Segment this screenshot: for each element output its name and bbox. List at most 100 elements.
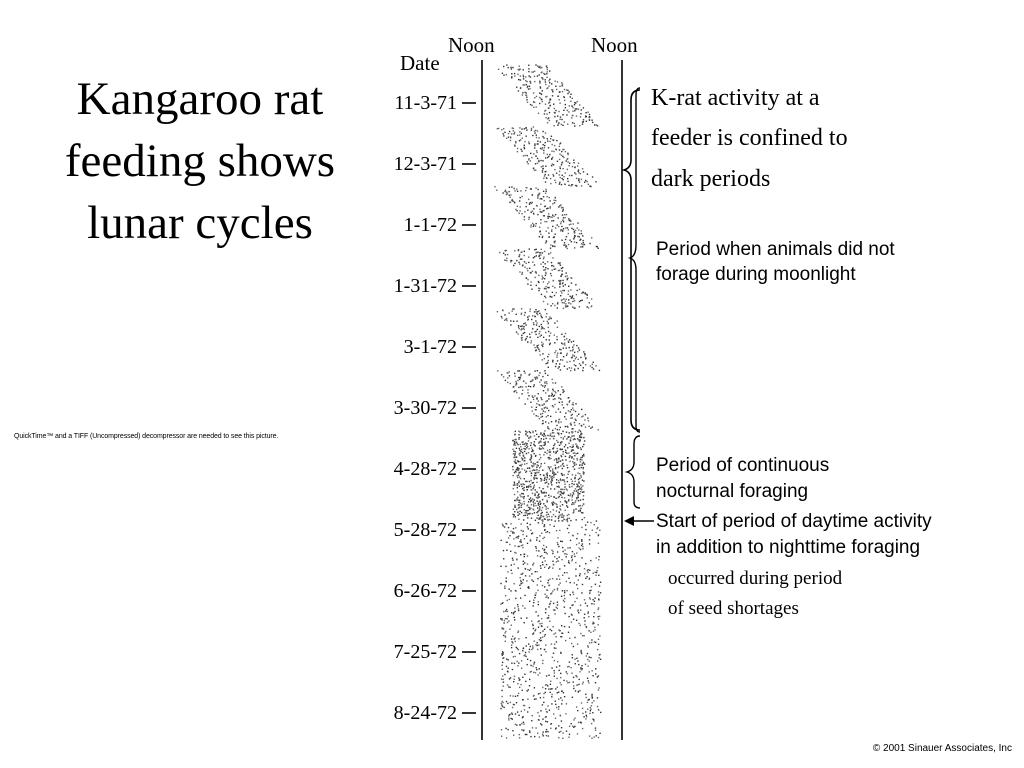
activity-dot <box>579 239 581 241</box>
activity-dot <box>564 553 566 555</box>
activity-dot <box>559 269 561 272</box>
activity-dot <box>597 542 600 544</box>
activity-dot <box>522 544 524 546</box>
activity-dot <box>532 385 535 388</box>
activity-dot <box>560 221 562 223</box>
activity-dot <box>500 707 502 710</box>
activity-dot <box>543 518 546 520</box>
activity-dot <box>582 361 584 363</box>
activity-dot <box>564 612 566 615</box>
activity-dot <box>523 655 525 657</box>
activity-dot <box>519 471 521 474</box>
activity-dot <box>514 430 516 433</box>
activity-dot <box>541 412 544 415</box>
activity-dot <box>567 341 570 343</box>
activity-dot <box>527 513 529 515</box>
activity-dot <box>520 579 522 582</box>
activity-dot <box>545 596 547 598</box>
activity-dot <box>573 452 576 454</box>
activity-dot <box>539 697 542 699</box>
activity-dot <box>554 398 556 400</box>
activity-dot <box>536 75 539 77</box>
activity-dot <box>566 109 568 112</box>
activity-dot <box>505 73 508 76</box>
activity-dot <box>525 430 527 432</box>
activity-dot <box>549 206 551 208</box>
activity-dot <box>579 104 581 106</box>
activity-dot <box>526 526 529 528</box>
activity-dot <box>589 592 591 594</box>
activity-dot <box>568 224 571 226</box>
activity-dot <box>510 550 512 552</box>
activity-dot <box>588 698 590 701</box>
activity-dot <box>567 305 569 307</box>
activity-dot <box>525 83 527 86</box>
date-label-11: 8-24-72 <box>394 702 457 724</box>
activity-dot <box>563 497 566 499</box>
activity-dot <box>527 85 529 87</box>
activity-dot <box>591 237 593 239</box>
activity-dot <box>533 698 536 700</box>
activity-dot <box>556 336 558 338</box>
activity-dot <box>567 426 569 428</box>
activity-dot <box>530 735 532 738</box>
activity-dot <box>542 422 544 424</box>
activity-dot <box>521 582 524 584</box>
activity-dot <box>514 470 517 473</box>
activity-dot <box>541 447 544 449</box>
activity-dot <box>532 562 535 564</box>
activity-dot <box>564 284 566 286</box>
activity-dot <box>561 82 563 84</box>
activity-dot <box>536 130 539 132</box>
activity-dot <box>541 344 543 346</box>
activity-dot <box>540 397 542 399</box>
activity-dot <box>588 539 591 541</box>
activity-dot <box>537 393 539 395</box>
activity-dot <box>501 72 504 74</box>
activity-dot <box>533 153 535 155</box>
activity-dot <box>501 523 504 525</box>
activity-dot <box>527 392 529 394</box>
activity-dot <box>549 177 552 180</box>
activity-dot <box>503 634 505 637</box>
activity-dot <box>592 675 594 677</box>
activity-dot <box>521 150 523 152</box>
activity-dot <box>581 683 584 685</box>
activity-dot <box>523 497 525 500</box>
activity-dot <box>545 608 547 611</box>
activity-dot <box>595 641 597 644</box>
activity-dot <box>557 575 560 577</box>
activity-dot <box>564 549 566 551</box>
activity-dot <box>595 668 597 670</box>
activity-dot <box>577 162 580 164</box>
activity-dot <box>526 522 528 524</box>
activity-dot <box>503 558 505 560</box>
activity-dot <box>565 303 567 305</box>
activity-dot <box>522 704 525 707</box>
activity-dot <box>508 717 510 719</box>
activity-dot <box>590 586 593 588</box>
activity-dot <box>544 268 547 271</box>
activity-dot <box>566 275 568 277</box>
activity-dot <box>591 693 593 696</box>
activity-dot <box>542 718 544 720</box>
activity-dot <box>531 579 533 581</box>
activity-dot <box>554 242 556 244</box>
activity-dot <box>575 108 578 110</box>
activity-dot <box>543 648 546 651</box>
activity-dot <box>545 479 548 481</box>
activity-dot <box>593 612 596 614</box>
activity-dot <box>517 695 519 697</box>
activity-dot <box>599 658 602 660</box>
activity-dot <box>579 499 582 501</box>
activity-dot <box>524 322 526 324</box>
activity-dot <box>518 370 521 372</box>
activity-dot <box>556 578 558 580</box>
activity-dot <box>503 74 505 76</box>
activity-dot <box>538 509 540 512</box>
activity-dot <box>526 431 528 433</box>
activity-dot <box>569 400 571 402</box>
shortage-note-line1: occurred during period <box>668 568 843 589</box>
activity-dot <box>555 497 557 499</box>
activity-dot <box>573 241 576 243</box>
